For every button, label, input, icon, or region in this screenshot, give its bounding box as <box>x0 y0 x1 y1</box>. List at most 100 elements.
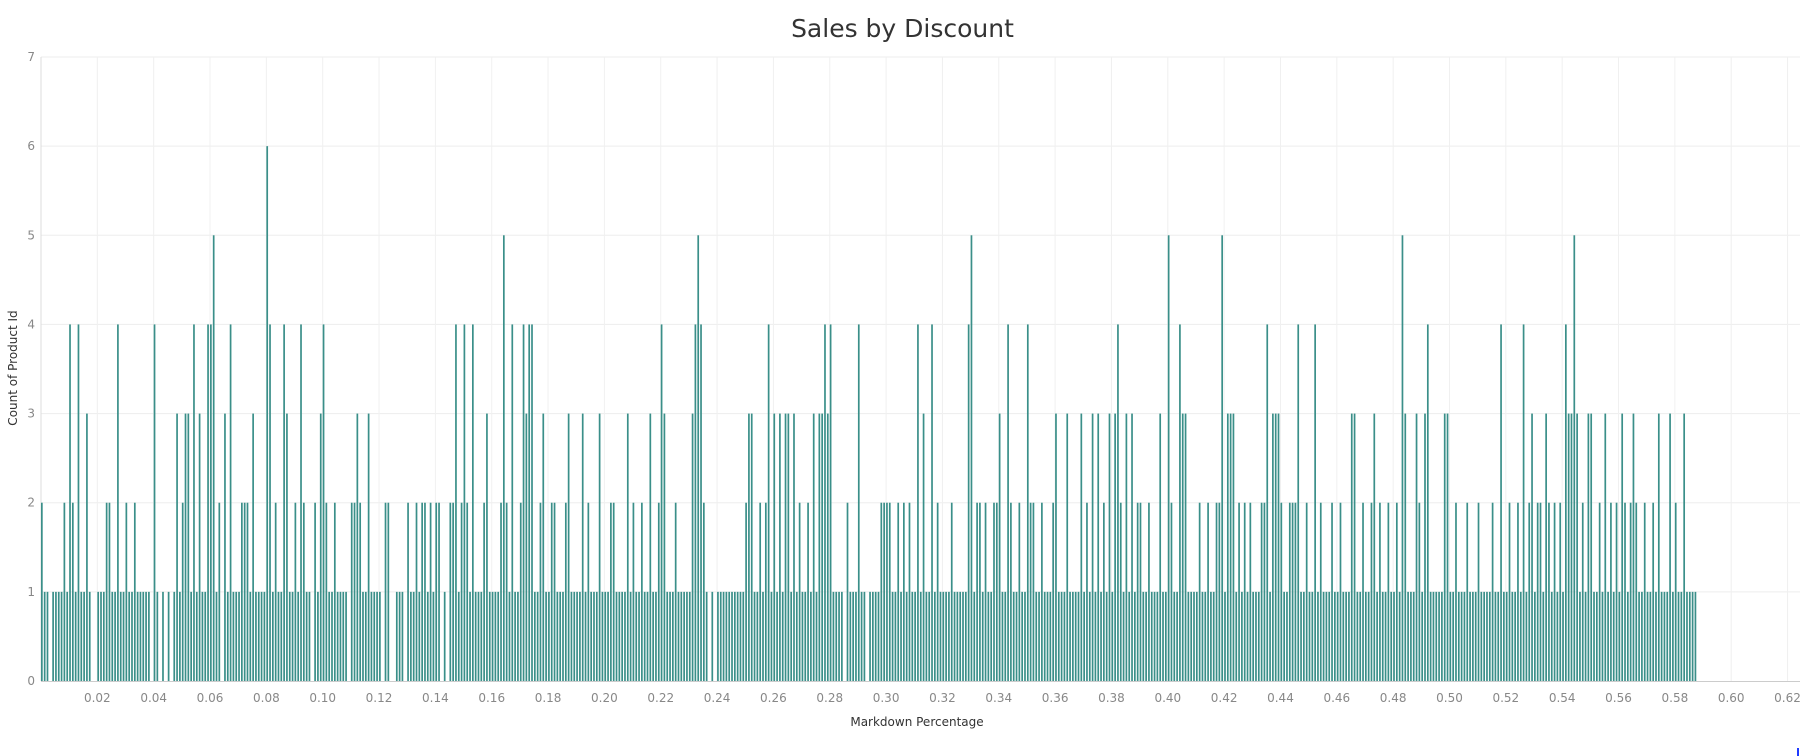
bar <box>1457 591 1460 681</box>
bar <box>148 591 150 681</box>
x-tick-label: 0.42 <box>1211 691 1238 705</box>
bar <box>412 591 415 681</box>
bar <box>1519 591 1522 681</box>
bar <box>612 502 615 681</box>
bar <box>1103 502 1105 681</box>
bar <box>1218 502 1221 681</box>
bar <box>1159 413 1162 681</box>
bar <box>1398 591 1401 681</box>
bar <box>1463 591 1466 681</box>
bar <box>683 591 685 681</box>
bar <box>1688 591 1691 681</box>
bar <box>415 502 418 681</box>
bar <box>1418 502 1421 681</box>
x-tick-label: 0.58 <box>1662 691 1689 705</box>
bar <box>748 413 750 681</box>
bar <box>105 502 108 681</box>
bar <box>1373 413 1376 681</box>
bar <box>1263 502 1266 681</box>
bar <box>1170 502 1173 681</box>
bar <box>1153 591 1156 681</box>
bar <box>1291 502 1294 681</box>
bar <box>1522 324 1525 681</box>
bar <box>564 502 567 681</box>
bar <box>474 591 477 681</box>
bar <box>1131 413 1133 681</box>
bar <box>1297 324 1300 681</box>
bar <box>1548 502 1550 681</box>
bar <box>1472 591 1474 681</box>
bar <box>1148 502 1150 681</box>
bar <box>860 591 863 681</box>
bar <box>1387 502 1390 681</box>
bar <box>1035 591 1038 681</box>
bar <box>1353 413 1356 681</box>
bar <box>993 502 995 681</box>
bar <box>1562 591 1564 681</box>
bar <box>1438 591 1440 681</box>
bar <box>1060 591 1063 681</box>
bar <box>829 324 832 681</box>
bar <box>238 591 240 681</box>
bar <box>677 591 680 681</box>
bar <box>379 591 381 681</box>
bar <box>680 591 683 681</box>
bar <box>669 591 671 681</box>
bar <box>728 591 731 681</box>
bar <box>291 591 294 681</box>
bar <box>1150 591 1153 681</box>
bar <box>52 591 54 681</box>
bar <box>246 502 249 681</box>
bar <box>618 591 621 681</box>
bar <box>1283 591 1285 681</box>
bar <box>914 591 916 681</box>
bar <box>336 591 339 681</box>
bar <box>1184 413 1187 681</box>
bar <box>424 502 426 681</box>
bar <box>1046 591 1049 681</box>
bar <box>1500 324 1502 681</box>
x-tick-label: 0.44 <box>1267 691 1294 705</box>
bar <box>1119 502 1122 681</box>
bar <box>838 591 840 681</box>
bar <box>593 591 595 681</box>
bar <box>1294 502 1297 681</box>
bar <box>787 413 790 681</box>
bar <box>826 413 829 681</box>
bar <box>469 591 471 681</box>
bar <box>736 591 739 681</box>
bar <box>936 502 939 681</box>
bar <box>1545 413 1547 681</box>
bar <box>1621 413 1624 681</box>
bar <box>1536 502 1539 681</box>
bar <box>102 591 105 681</box>
bar <box>615 591 618 681</box>
bar <box>1091 413 1094 681</box>
bar <box>1542 591 1545 681</box>
bar <box>694 324 697 681</box>
bar <box>359 502 362 681</box>
bar <box>345 591 347 681</box>
bar <box>767 324 770 681</box>
bar <box>333 502 336 681</box>
x-axis-title: Markdown Percentage <box>850 715 983 729</box>
bar <box>872 591 874 681</box>
bar <box>1643 502 1646 681</box>
bar <box>395 591 398 681</box>
bar <box>1195 591 1198 681</box>
bar <box>1595 591 1598 681</box>
bar <box>224 413 226 681</box>
bar <box>1322 591 1325 681</box>
bar <box>731 591 733 681</box>
bar <box>903 502 905 681</box>
bar <box>663 413 666 681</box>
bar <box>739 591 742 681</box>
bar <box>641 502 643 681</box>
bar <box>362 591 364 681</box>
x-tick-label: 0.14 <box>422 691 449 705</box>
bar <box>1260 502 1263 681</box>
bar <box>1525 591 1528 681</box>
bar <box>1528 502 1531 681</box>
bar <box>1111 591 1114 681</box>
